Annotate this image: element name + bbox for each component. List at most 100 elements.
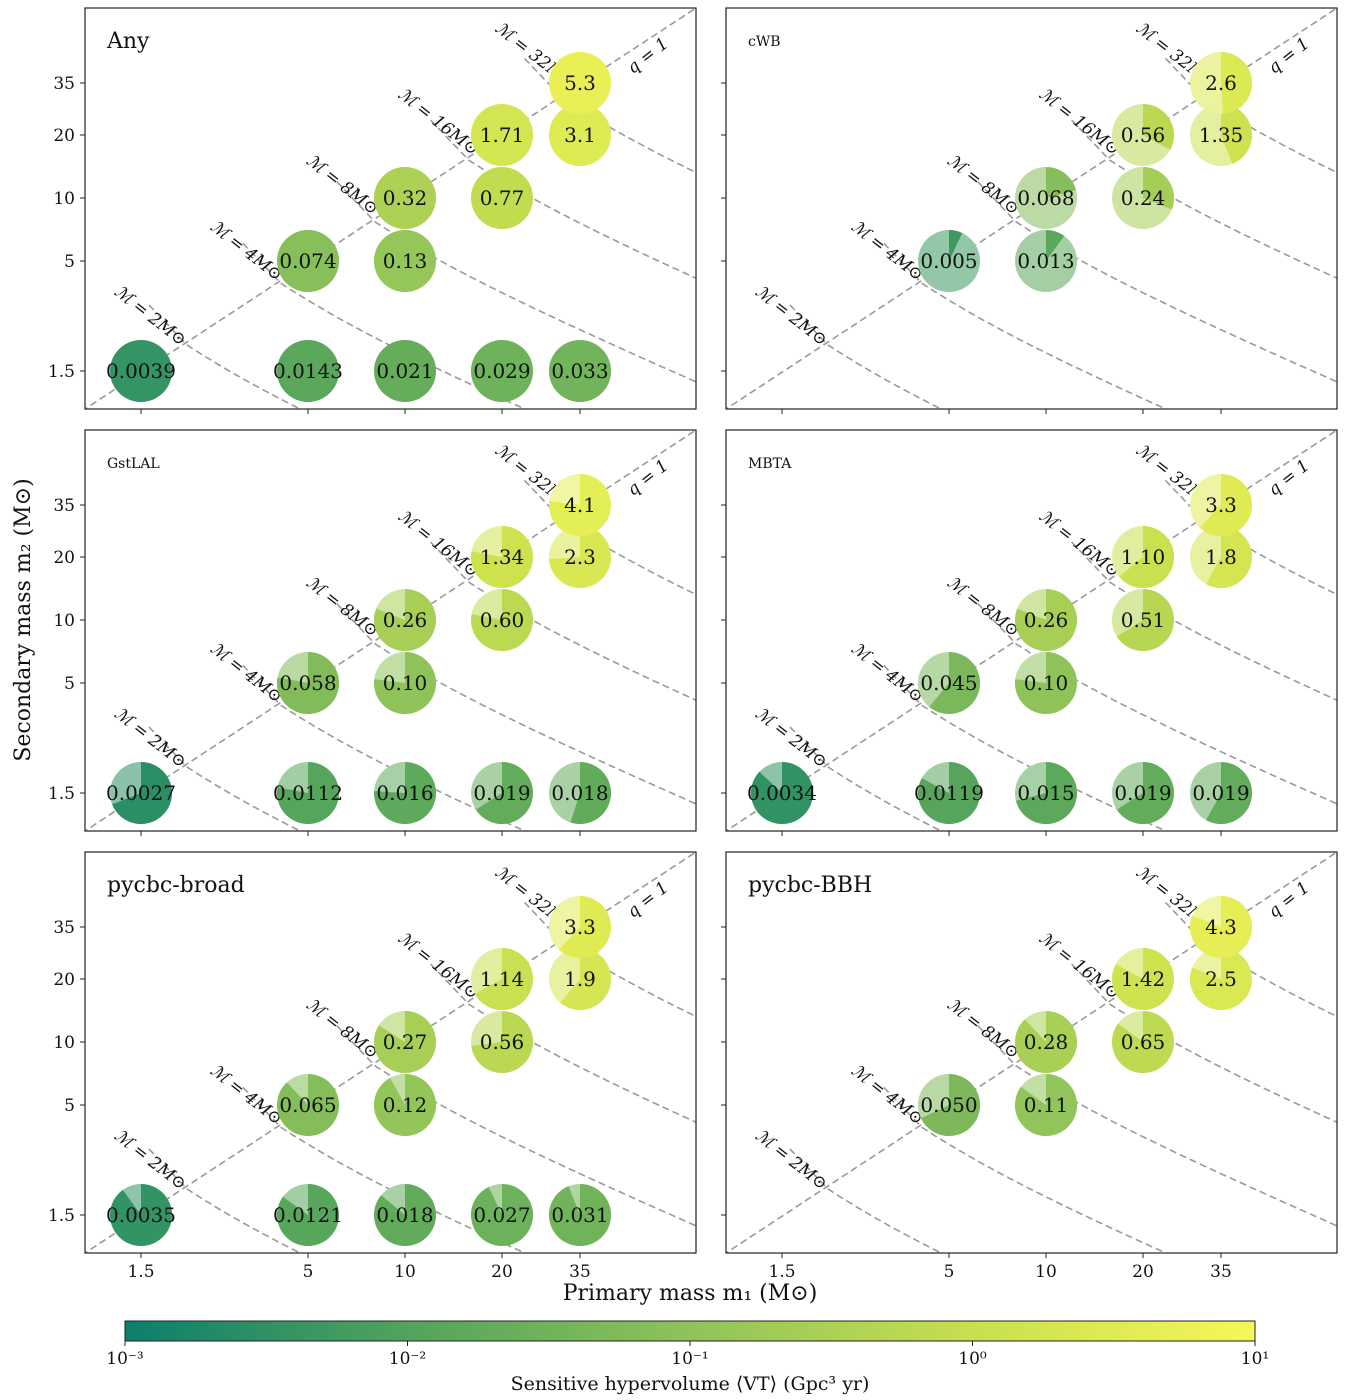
- vt-marker-slice: [471, 167, 533, 229]
- vt-value-label: 0.10: [383, 671, 428, 695]
- panel-frame: [725, 7, 1338, 410]
- y-tick-label: 35: [53, 496, 75, 516]
- panel-title: pycbc-BBH: [748, 873, 872, 898]
- vt-marker: 0.28: [1014, 1011, 1077, 1073]
- vt-value-label: 0.10: [1024, 671, 1069, 695]
- vt-marker: 0.029: [471, 340, 533, 402]
- vt-marker: 1.71: [471, 104, 533, 166]
- vt-marker-slice: [1206, 526, 1252, 588]
- x-tick-label: 35: [569, 1262, 591, 1282]
- vt-marker: 2.6: [1190, 51, 1253, 114]
- panel-4: ℳ = 2M⊙ℳ = 4M⊙ℳ = 8M⊙ℳ = 16M⊙ℳ = 32M⊙ q =…: [48, 851, 697, 1282]
- vt-marker: 0.018: [549, 762, 612, 824]
- chirp-label: ℳ = 8M⊙: [302, 151, 382, 220]
- y-tick-label: 20: [53, 548, 75, 568]
- vt-marker-slice: [373, 1074, 436, 1136]
- vt-marker-slice: [471, 340, 533, 402]
- chirp-label: ℳ = 16M⊙: [394, 506, 482, 581]
- vt-value-label: 0.24: [1121, 186, 1166, 210]
- panel-5: ℳ = 2M⊙ℳ = 4M⊙ℳ = 8M⊙ℳ = 16M⊙ℳ = 32M⊙ q =…: [721, 851, 1338, 1282]
- vt-value-label: 0.065: [279, 1093, 336, 1117]
- vt-marker: 3.1: [549, 104, 611, 166]
- chirp-line-16: [430, 963, 696, 1124]
- y-tick-label: 35: [53, 918, 75, 938]
- chirp-label: ℳ = 8M⊙: [943, 995, 1023, 1064]
- vt-value-label: 0.033: [551, 359, 608, 383]
- vt-value-label: 0.074: [279, 249, 336, 273]
- vt-marker: 0.12: [373, 1074, 436, 1136]
- panel-frame: [84, 851, 697, 1254]
- vt-marker: 0.51: [1112, 589, 1175, 651]
- vt-value-label: 0.0039: [106, 359, 176, 383]
- vt-marker: 0.24: [1112, 167, 1174, 229]
- chirp-line-4: [242, 1086, 527, 1253]
- vt-value-label: 0.26: [1024, 608, 1069, 632]
- vt-value-label: 0.56: [480, 1030, 525, 1054]
- vt-value-label: 5.3: [564, 71, 596, 95]
- vt-marker: 4.1: [548, 474, 611, 536]
- vt-marker-slice: [1015, 762, 1077, 824]
- vt-value-label: 0.045: [920, 671, 977, 695]
- vt-value-label: 0.13: [383, 249, 428, 273]
- vt-value-label: 0.0143: [273, 359, 343, 383]
- vt-marker: 0.26: [374, 589, 437, 651]
- vt-marker: 0.26: [1015, 589, 1078, 651]
- vt-marker: 0.0112: [273, 762, 343, 824]
- vt-marker-slice: [374, 340, 436, 402]
- vt-marker: 0.018: [373, 1184, 436, 1246]
- vt-marker: 1.10: [1112, 526, 1174, 588]
- colorbar-tick-label: 10⁻³: [106, 1349, 143, 1369]
- vt-marker: 0.015: [1015, 762, 1077, 824]
- colorbar: 10⁻³ 10⁻² 10⁻¹ 10⁰ 10¹ Sensitive hypervolume…: [106, 1320, 1269, 1395]
- vt-marker: 0.56: [471, 1011, 533, 1073]
- vt-marker: 2.3: [549, 526, 611, 588]
- colorbar-bar: [124, 1320, 1256, 1342]
- vt-value-label: 1.10: [1121, 545, 1166, 569]
- vt-marker-slice: [471, 526, 534, 588]
- x-tick-label: 5: [944, 1262, 955, 1282]
- chirp-line-2: [148, 304, 302, 409]
- vt-marker-slice: [917, 762, 980, 824]
- chirp-line-4: [883, 664, 1168, 831]
- vt-marker: 0.77: [471, 167, 533, 229]
- chirp-line-16: [1071, 541, 1337, 702]
- colorbar-tick-label: 10⁻¹: [671, 1349, 708, 1369]
- x-tick-label: 1.5: [127, 1262, 154, 1282]
- vt-marker-slice: [1112, 1011, 1175, 1073]
- vt-marker: 5.3: [549, 52, 611, 114]
- vt-marker: 0.058: [277, 652, 340, 714]
- vt-marker-slice: [373, 1184, 436, 1246]
- vt-marker: 0.0143: [273, 340, 343, 402]
- vt-value-label: 0.65: [1121, 1030, 1166, 1054]
- panel-frame: [725, 429, 1338, 832]
- vt-value-label: 0.068: [1017, 186, 1074, 210]
- vt-marker: 2.5: [1190, 948, 1253, 1010]
- chirp-label: ℳ = 4M⊙: [847, 639, 927, 708]
- chirp-label: ℳ = 16M⊙: [1035, 928, 1123, 1003]
- vt-value-label: 1.34: [480, 545, 525, 569]
- x-axis-title: Primary mass m₁ (M⊙): [563, 1281, 818, 1306]
- chirp-line-16: [430, 541, 696, 702]
- chirp-line-2: [789, 304, 943, 409]
- vt-value-label: 0.019: [473, 781, 530, 805]
- vt-marker-slice: [560, 948, 611, 1010]
- vt-marker: 0.021: [374, 340, 436, 402]
- vt-value-label: 0.018: [551, 781, 608, 805]
- vt-value-label: 0.11: [1024, 1093, 1069, 1117]
- vt-marker: 1.14: [471, 948, 533, 1010]
- vt-marker: 0.031: [549, 1184, 612, 1246]
- vt-marker-slice: [110, 340, 172, 402]
- vt-marker-slice: [277, 230, 339, 292]
- vt-marker: 0.019: [471, 762, 534, 824]
- vt-value-label: 0.0119: [914, 781, 984, 805]
- y-tick-label: 20: [53, 970, 75, 990]
- colorbar-label: Sensitive hypervolume ⟨VT⟩ (Gpc³ yr): [511, 1373, 870, 1395]
- x-tick-label: 20: [491, 1262, 513, 1282]
- vt-marker: 1.8: [1190, 526, 1252, 588]
- vt-marker-slice: [276, 1074, 339, 1136]
- vt-marker: 0.0119: [914, 762, 984, 824]
- vt-marker-slice: [373, 762, 436, 824]
- vt-value-label: 0.51: [1121, 608, 1166, 632]
- vt-marker-slice: [1143, 104, 1175, 150]
- y-tick-label: 5: [64, 252, 75, 272]
